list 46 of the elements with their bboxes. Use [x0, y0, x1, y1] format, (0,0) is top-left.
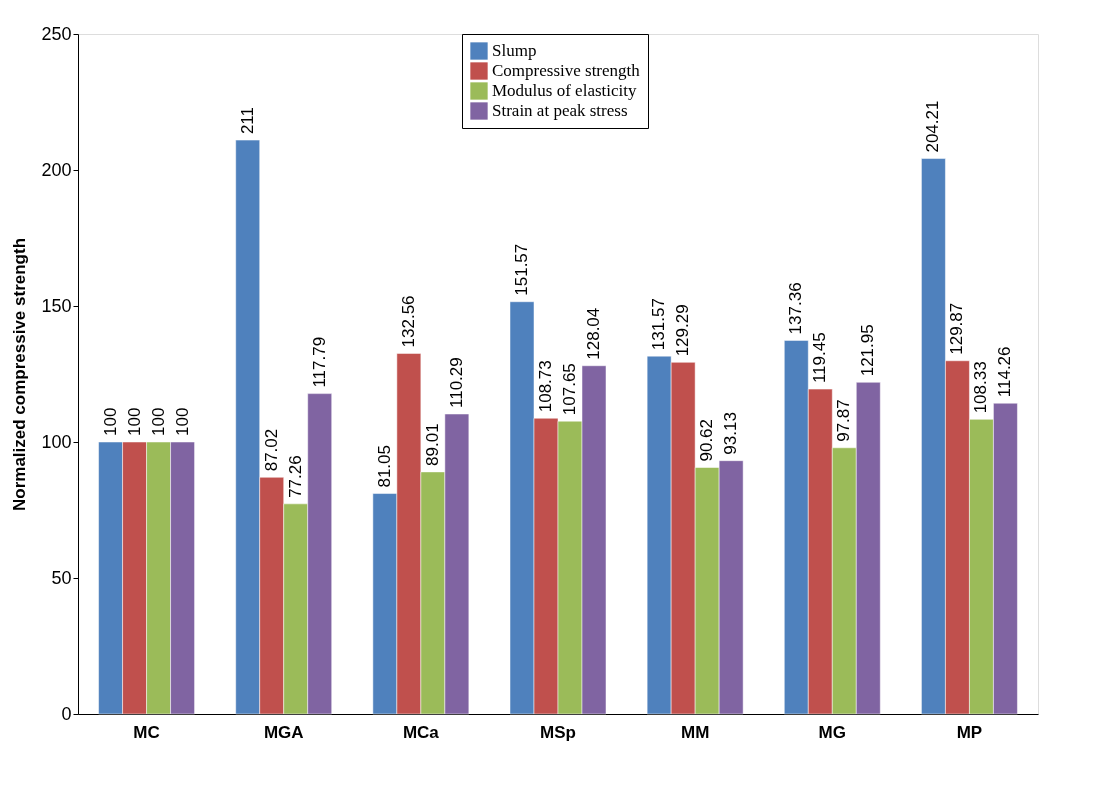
- x-tick-label: MM: [680, 722, 710, 742]
- data-label: 151.57: [512, 243, 531, 296]
- data-label: 87.02: [261, 428, 281, 472]
- data-label: 119.45: [810, 332, 830, 384]
- data-label: 108.73: [536, 360, 555, 413]
- legend-label: Strain at peak stress: [492, 101, 628, 120]
- x-tick-label: MP: [956, 722, 983, 742]
- data-label: 89.01: [422, 423, 442, 466]
- y-axis-title: Normalized compressive strength: [10, 237, 30, 512]
- y-tick-label: 0: [61, 703, 72, 724]
- data-label: 129.87: [947, 302, 967, 355]
- data-label: 114.26: [995, 346, 1015, 398]
- data-label: 204.21: [923, 100, 943, 153]
- x-tick-label: MC: [133, 722, 160, 742]
- y-tick-label: 250: [41, 23, 72, 44]
- data-label: 100: [124, 407, 144, 436]
- data-label: 132.56: [398, 295, 418, 348]
- x-tick-label: MGA: [263, 722, 304, 742]
- x-tick-label: MSp: [540, 722, 576, 742]
- y-tick-label: 150: [41, 295, 72, 316]
- legend-label: Compressive strength: [492, 61, 641, 80]
- data-label: 108.33: [971, 361, 991, 414]
- data-label: 131.57: [649, 298, 669, 351]
- legend-label: Modulus of elasticity: [492, 81, 637, 100]
- data-label: 93.13: [721, 412, 741, 455]
- data-label: 211: [237, 106, 257, 135]
- legend-label: Slump: [492, 41, 537, 60]
- data-label: 117.79: [309, 336, 329, 388]
- data-label: 107.65: [560, 363, 579, 416]
- data-label: 90.62: [697, 418, 717, 462]
- data-label: 81.05: [374, 445, 394, 488]
- data-label: 129.29: [673, 304, 693, 357]
- data-label: 137.36: [786, 282, 806, 335]
- data-label: 110.29: [446, 357, 466, 409]
- data-label: 100: [148, 407, 168, 436]
- data-label: 100: [100, 407, 120, 436]
- y-tick-label: 100: [41, 431, 72, 452]
- data-label: 128.04: [584, 307, 603, 360]
- data-label: 121.95: [858, 324, 878, 377]
- y-tick-label: 200: [41, 159, 72, 180]
- data-label: 100: [172, 407, 192, 436]
- y-tick-label: 50: [51, 567, 72, 588]
- x-tick-label: MG: [818, 722, 846, 742]
- data-label: 97.87: [834, 399, 854, 442]
- data-label: 77.26: [285, 455, 305, 498]
- x-tick-label: MCa: [402, 722, 440, 742]
